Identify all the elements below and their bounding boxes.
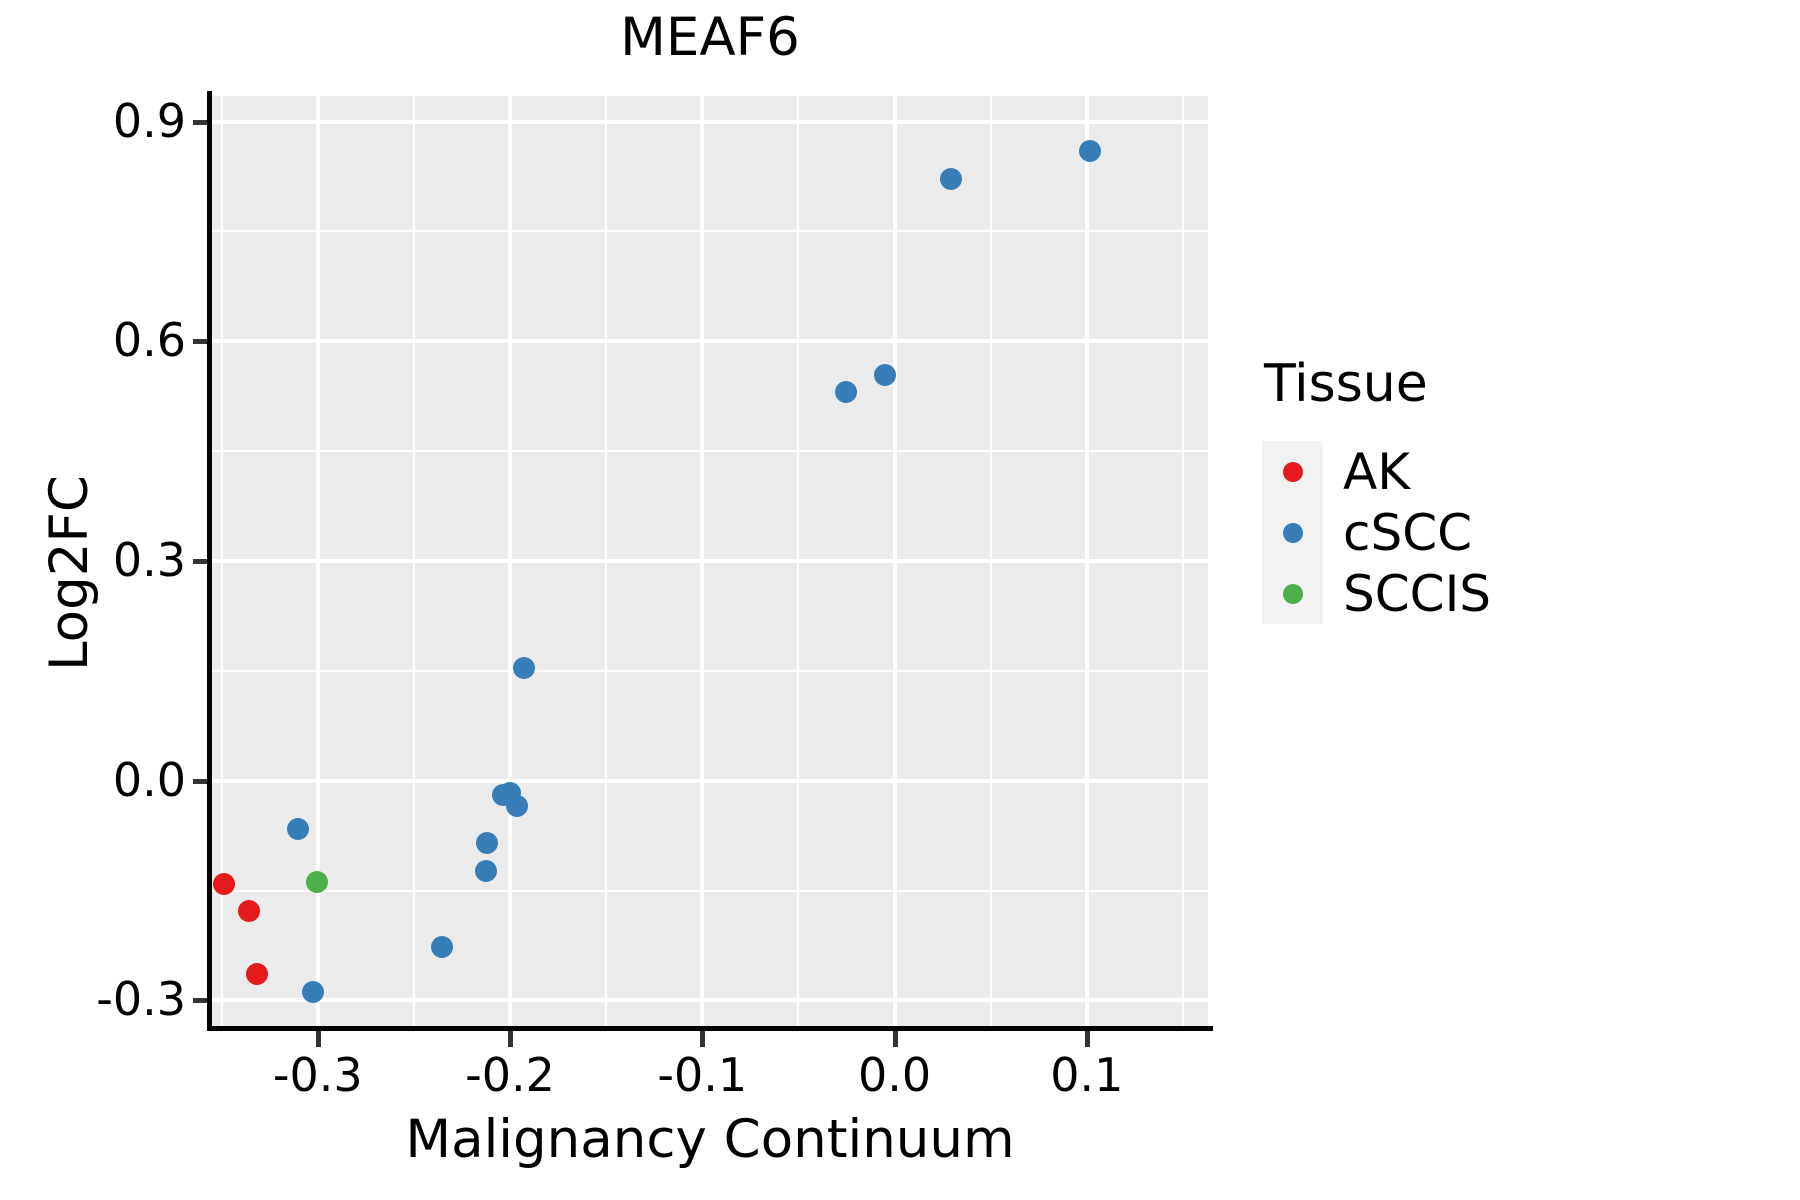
legend-key-swatch	[1262, 441, 1323, 502]
x-tick-mark	[315, 1031, 321, 1047]
y-axis-line	[207, 91, 212, 1031]
data-point	[301, 980, 324, 1003]
y-tick-mark	[193, 339, 207, 345]
legend-dot-icon	[1282, 522, 1303, 543]
legend-item[interactable]: SCCIS	[1262, 563, 1491, 624]
gridline-major-horizontal	[212, 119, 1208, 124]
data-point	[475, 832, 498, 855]
data-point	[286, 818, 309, 841]
data-point	[1078, 139, 1101, 162]
y-tick-mark	[193, 559, 207, 564]
y-tick-mark	[193, 778, 207, 784]
data-point	[213, 872, 236, 895]
legend-item[interactable]: cSCC	[1262, 502, 1491, 563]
y-tick-label: 0.3	[112, 533, 186, 587]
legend-item-label: AK	[1343, 442, 1410, 501]
gridline-minor-horizontal	[212, 669, 1208, 672]
x-tick-mark	[700, 1031, 706, 1047]
y-tick-mark	[193, 998, 207, 1004]
page-title: MEAF6	[620, 7, 800, 68]
gridline-major-horizontal	[212, 778, 1208, 783]
y-tick-label: 0.6	[112, 313, 186, 368]
legend-key-swatch	[1262, 502, 1323, 563]
x-tick-label: -0.3	[272, 1048, 363, 1102]
gridline-major-horizontal	[212, 559, 1208, 563]
x-tick-label: 0.0	[858, 1048, 932, 1102]
x-tick-mark	[508, 1031, 514, 1047]
legend-items: AK cSCC SCCIS	[1262, 441, 1491, 624]
y-tick-mark	[193, 119, 207, 125]
gridline-minor-horizontal	[212, 889, 1208, 892]
x-axis-title: Malignancy Continuum	[405, 1109, 1015, 1170]
data-point	[940, 168, 963, 191]
y-tick-label: 0.0	[112, 752, 186, 807]
gridline-major-horizontal	[212, 998, 1208, 1003]
data-point	[430, 935, 453, 958]
data-point	[245, 963, 268, 986]
data-point	[873, 363, 896, 386]
data-point	[305, 871, 328, 894]
gridline-major-horizontal	[212, 339, 1208, 344]
x-tick-label: 0.1	[1050, 1048, 1124, 1102]
legend: Tissue AK cSCC SCCIS	[1262, 355, 1491, 624]
data-point	[513, 657, 536, 680]
plot-panel	[212, 96, 1208, 1026]
legend-key-swatch	[1262, 563, 1323, 624]
y-tick-label: -0.3	[96, 972, 186, 1027]
gridline-minor-horizontal	[212, 450, 1208, 453]
gridline-minor-horizontal	[212, 230, 1208, 233]
legend-item-label: SCCIS	[1343, 564, 1492, 623]
data-point	[834, 381, 857, 404]
legend-title: Tissue	[1264, 354, 1428, 414]
x-axis-line	[207, 1026, 1213, 1031]
data-point	[238, 899, 261, 922]
x-tick-label: -0.1	[657, 1048, 748, 1102]
x-tick-label: -0.2	[465, 1048, 555, 1102]
x-tick-mark	[892, 1031, 898, 1047]
data-point	[505, 794, 528, 817]
legend-dot-icon	[1282, 461, 1303, 482]
legend-dot-icon	[1282, 583, 1303, 604]
legend-item-label: cSCC	[1343, 503, 1473, 562]
x-tick-mark	[1084, 1031, 1090, 1047]
data-point	[474, 859, 497, 882]
y-tick-label: 0.9	[112, 93, 186, 148]
y-axis-title: Log2FC	[39, 475, 100, 671]
legend-item[interactable]: AK	[1262, 441, 1491, 502]
